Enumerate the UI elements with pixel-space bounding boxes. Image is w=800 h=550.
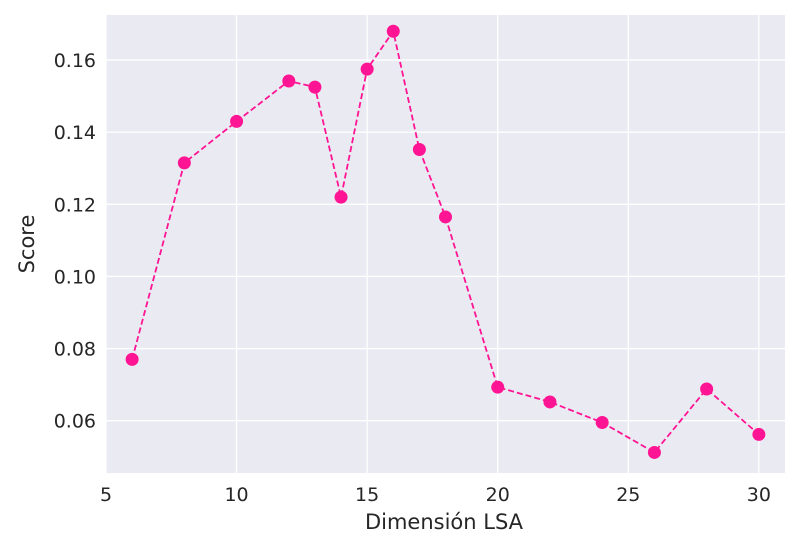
data-point — [647, 445, 661, 459]
plot-background — [106, 15, 785, 473]
grid-lines — [105, 15, 785, 473]
x-tick-label: 30 — [747, 484, 771, 506]
data-point — [439, 210, 452, 224]
data-point — [125, 352, 139, 366]
y-tick-label: 0.10 — [54, 266, 96, 288]
data-point — [308, 80, 322, 94]
x-tick-label: 10 — [224, 484, 248, 506]
data-point — [334, 190, 348, 204]
x-axis-ticks: 5 10 15 20 25 30 — [100, 484, 771, 506]
data-point — [412, 143, 426, 157]
x-axis-title: Dimensión LSA — [365, 510, 524, 534]
data-point — [595, 416, 609, 430]
y-tick-label: 0.16 — [54, 50, 96, 72]
y-tick-label: 0.14 — [54, 122, 96, 144]
data-point — [230, 114, 244, 128]
y-tick-label: 0.12 — [54, 194, 96, 216]
y-axis-ticks: 0.06 0.08 0.10 0.12 0.14 0.16 — [54, 50, 96, 433]
data-point — [282, 74, 296, 88]
data-point — [360, 62, 374, 76]
y-tick-label: 0.08 — [54, 339, 96, 361]
data-point — [700, 382, 714, 396]
x-tick-label: 25 — [616, 484, 640, 506]
data-point — [491, 380, 505, 394]
data-point — [752, 427, 766, 441]
y-axis-title: Score — [15, 215, 39, 274]
data-point — [177, 156, 191, 170]
x-tick-label: 5 — [100, 484, 112, 506]
series-line — [131, 29, 760, 454]
data-point — [543, 395, 557, 409]
x-tick-label: 15 — [355, 484, 379, 506]
x-tick-label: 20 — [486, 484, 510, 506]
data-point — [386, 24, 400, 38]
y-tick-label: 0.06 — [54, 411, 96, 433]
series-layer — [125, 24, 766, 459]
